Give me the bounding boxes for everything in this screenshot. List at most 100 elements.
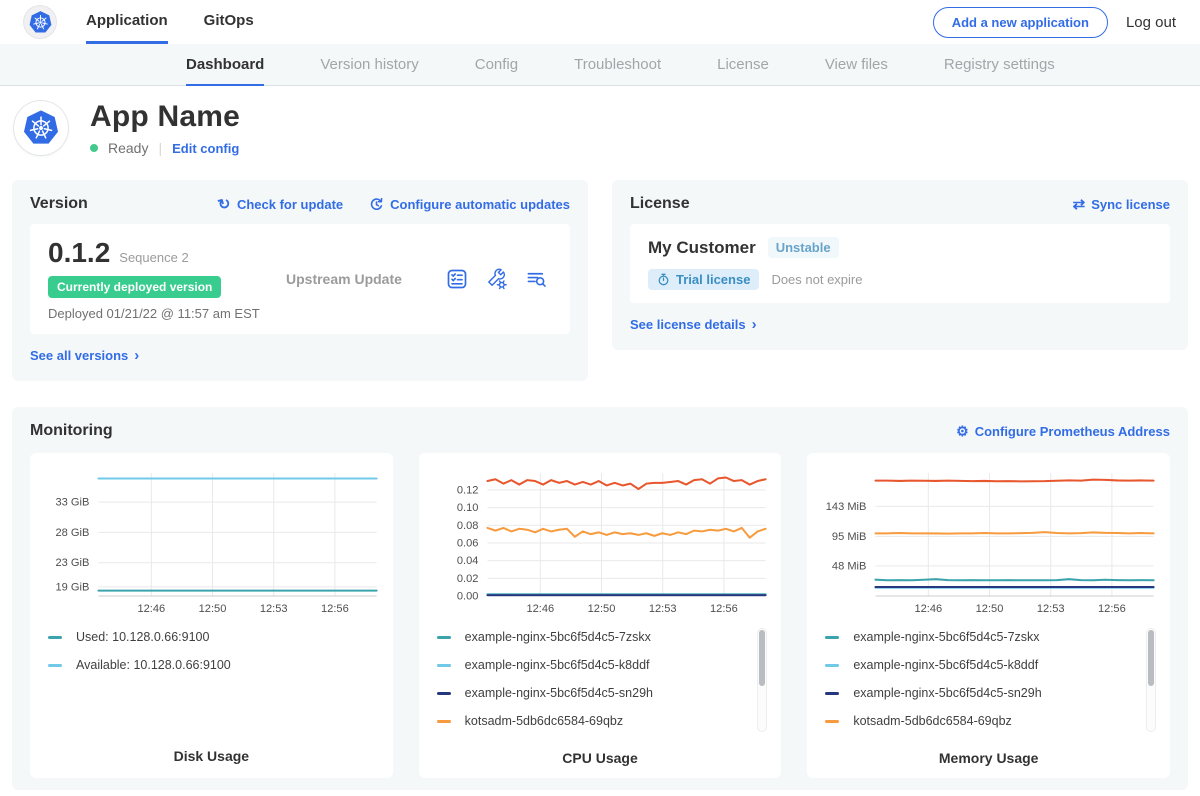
navbar-right: Add a new application Log out [933, 7, 1176, 38]
svg-text:0.02: 0.02 [457, 573, 479, 585]
navbar-tabs: Application GitOps [86, 0, 254, 44]
legend-label: example-nginx-5bc6f5d4c5-sn29h [853, 686, 1041, 700]
cpu-usage-plot: 0.120.100.080.060.040.020.0012:4612:5012… [427, 463, 774, 618]
kubernetes-helm-icon [27, 9, 54, 36]
currently-deployed-badge: Currently deployed version [48, 276, 221, 298]
svg-text:12:53: 12:53 [648, 603, 676, 615]
disk-usage-legend: Used: 10.128.0.66:9100 Available: 10.128.… [48, 628, 381, 672]
stopwatch-icon [657, 273, 670, 286]
see-all-versions-row: See all versions › [30, 347, 570, 365]
legend-label: Used: 10.128.0.66:9100 [76, 630, 209, 644]
refresh-icon: ↻ [216, 194, 233, 215]
logout-button[interactable]: Log out [1126, 14, 1176, 31]
sync-arrows-icon: ⇄ [1073, 195, 1086, 213]
svg-text:0.12: 0.12 [457, 484, 479, 496]
navbar-tab-application[interactable]: Application [86, 0, 168, 44]
subnav-item-version-history[interactable]: Version history [320, 44, 418, 86]
legend-label: example-nginx-5bc6f5d4c5-k8ddf [853, 658, 1038, 672]
legend-item: kotsadm-5db6dc6584-69qbz [825, 714, 1158, 728]
svg-text:0.10: 0.10 [457, 502, 479, 514]
svg-text:143 MiB: 143 MiB [826, 501, 867, 513]
memory-usage-plot: 143 MiB95 MiB48 MiB12:4612:5012:5312:56 [815, 463, 1162, 618]
configure-automatic-updates-link[interactable]: Configure automatic updates [369, 197, 570, 212]
see-license-details-link[interactable]: See license details › [630, 317, 757, 332]
version-card-title: Version [30, 195, 88, 213]
view-diff-logs-icon[interactable] [525, 268, 548, 291]
legend-label: example-nginx-5bc6f5d4c5-k8ddf [465, 658, 650, 672]
legend-color-dash [825, 636, 839, 639]
status-badge: Ready [108, 140, 148, 156]
customer-name: My Customer [648, 238, 756, 258]
version-actions [446, 268, 552, 291]
app-subnav: Dashboard Version history Config Troublesho… [0, 44, 1200, 86]
svg-text:19 GiB: 19 GiB [56, 581, 90, 593]
version-card: Version ↻ Check for update [12, 180, 588, 381]
config-wrench-icon[interactable] [485, 268, 508, 291]
svg-text:12:53: 12:53 [1037, 603, 1065, 615]
page-title: App Name [90, 100, 240, 134]
svg-text:12:56: 12:56 [321, 603, 349, 615]
preflight-checks-icon[interactable] [446, 268, 468, 290]
kubernetes-helm-icon [20, 107, 62, 149]
scrollbar-thumb[interactable] [1148, 630, 1154, 686]
version-info: 0.1.2 Sequence 2 Currently deployed vers… [48, 237, 278, 321]
clock-refresh-icon [369, 197, 384, 212]
subnav-item-dashboard[interactable]: Dashboard [186, 44, 264, 86]
cpu-usage-chart-card: 0.120.100.080.060.040.020.0012:4612:5012… [419, 453, 782, 778]
legend-item: example-nginx-5bc6f5d4c5-k8ddf [437, 658, 770, 672]
legend-label: example-nginx-5bc6f5d4c5-sn29h [465, 686, 653, 700]
navbar-tab-gitops[interactable]: GitOps [204, 0, 254, 44]
add-new-application-button[interactable]: Add a new application [933, 7, 1108, 38]
legend-color-dash [825, 692, 839, 695]
legend-label: kotsadm-5db6dc6584-69qbz [853, 714, 1011, 728]
disk-usage-chart-card: 33 GiB28 GiB23 GiB19 GiB12:4612:5012:531… [30, 453, 393, 778]
legend-scrollbar[interactable] [757, 628, 767, 732]
chart-title: CPU Usage [427, 750, 774, 766]
subnav-item-troubleshoot[interactable]: Troubleshoot [574, 44, 661, 86]
disk-usage-plot: 33 GiB28 GiB23 GiB19 GiB12:4612:5012:531… [38, 463, 385, 618]
legend-label: example-nginx-5bc6f5d4c5-7zskx [465, 630, 651, 644]
svg-text:48 MiB: 48 MiB [832, 560, 866, 572]
svg-text:12:56: 12:56 [710, 603, 738, 615]
subnav-item-registry-settings[interactable]: Registry settings [944, 44, 1055, 86]
legend-scrollbar[interactable] [1146, 628, 1156, 732]
status-dot-icon [90, 144, 98, 152]
sync-license-link[interactable]: ⇄ Sync license [1073, 195, 1170, 213]
subnav-item-config[interactable]: Config [475, 44, 518, 86]
svg-text:23 GiB: 23 GiB [56, 557, 90, 569]
version-number: 0.1.2 [48, 237, 110, 269]
legend-item: Used: 10.128.0.66:9100 [48, 630, 381, 644]
app-header-text: App Name Ready | Edit config [90, 100, 240, 156]
legend-label: kotsadm-5db6dc6584-69qbz [465, 714, 623, 728]
legend-item: example-nginx-5bc6f5d4c5-k8ddf [825, 658, 1158, 672]
see-all-versions-link[interactable]: See all versions › [30, 348, 139, 363]
legend-color-dash [825, 664, 839, 667]
svg-text:12:50: 12:50 [587, 603, 615, 615]
svg-text:0.00: 0.00 [457, 591, 479, 603]
main-content: Version ↻ Check for update [0, 172, 1200, 790]
license-expiry: Does not expire [771, 272, 862, 287]
charts-row: 33 GiB28 GiB23 GiB19 GiB12:4612:5012:531… [30, 453, 1170, 778]
app-icon [14, 101, 68, 155]
configure-prometheus-link[interactable]: ⚙ Configure Prometheus Address [956, 423, 1170, 440]
subnav-item-view-files[interactable]: View files [825, 44, 888, 86]
current-version-row: 0.1.2 Sequence 2 Currently deployed vers… [30, 224, 570, 334]
legend-color-dash [437, 720, 451, 723]
cpu-usage-legend: example-nginx-5bc6f5d4c5-7zskx example-ng… [437, 628, 770, 728]
legend-item: example-nginx-5bc6f5d4c5-sn29h [825, 686, 1158, 700]
svg-text:12:46: 12:46 [526, 603, 554, 615]
svg-text:95 MiB: 95 MiB [832, 531, 866, 543]
legend-label: Available: 10.128.0.66:9100 [76, 658, 231, 672]
memory-usage-chart-card: 143 MiB95 MiB48 MiB12:4612:5012:5312:56 … [807, 453, 1170, 778]
check-for-update-link[interactable]: ↻ Check for update [218, 195, 343, 213]
monitoring-card: Monitoring ⚙ Configure Prometheus Addres… [12, 407, 1188, 790]
edit-config-link[interactable]: Edit config [172, 141, 239, 156]
legend-item: example-nginx-5bc6f5d4c5-sn29h [437, 686, 770, 700]
legend-color-dash [437, 692, 451, 695]
svg-text:33 GiB: 33 GiB [56, 497, 90, 509]
subnav-item-license[interactable]: License [717, 44, 769, 86]
chart-title: Disk Usage [38, 748, 385, 764]
chart-title: Memory Usage [815, 750, 1162, 766]
legend-color-dash [825, 720, 839, 723]
scrollbar-thumb[interactable] [759, 630, 765, 686]
